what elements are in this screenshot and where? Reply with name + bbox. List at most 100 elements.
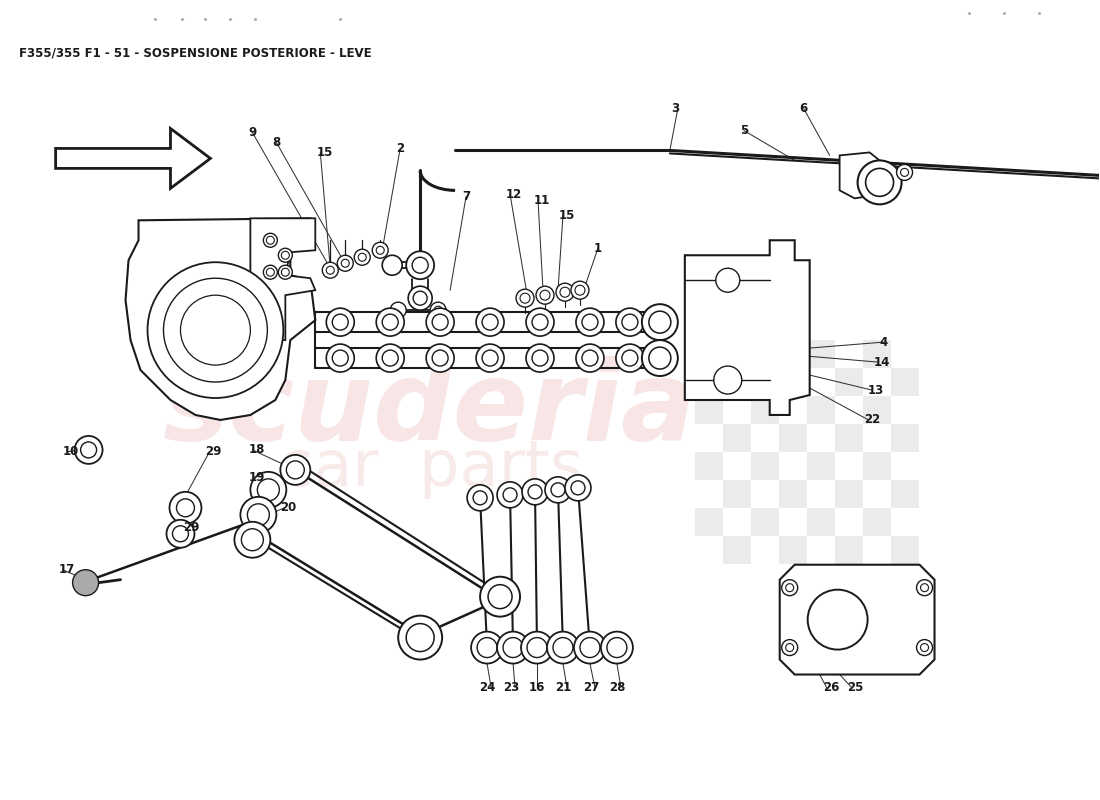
Text: F355/355 F1 - 51 - SOSPENSIONE POSTERIORE - LEVE: F355/355 F1 - 51 - SOSPENSIONE POSTERIOR…: [19, 46, 372, 59]
Circle shape: [714, 366, 741, 394]
Circle shape: [565, 475, 591, 501]
Circle shape: [398, 616, 442, 659]
Circle shape: [621, 314, 638, 330]
Bar: [779, 368, 806, 396]
Circle shape: [544, 477, 571, 503]
Circle shape: [266, 268, 274, 276]
Bar: [806, 452, 835, 480]
Circle shape: [322, 262, 339, 278]
Circle shape: [482, 314, 498, 330]
Circle shape: [434, 306, 442, 314]
Polygon shape: [780, 565, 935, 674]
Circle shape: [516, 289, 534, 307]
Bar: [835, 536, 862, 564]
Text: 13: 13: [868, 383, 883, 397]
Circle shape: [858, 161, 902, 204]
Text: 15: 15: [559, 209, 575, 222]
Circle shape: [376, 308, 404, 336]
Bar: [835, 424, 862, 452]
Circle shape: [341, 259, 350, 267]
Bar: [891, 368, 918, 396]
Text: 26: 26: [823, 681, 839, 694]
Circle shape: [471, 631, 503, 663]
Circle shape: [382, 255, 403, 275]
Circle shape: [263, 266, 277, 279]
Text: scuderia: scuderia: [163, 357, 697, 463]
Circle shape: [473, 491, 487, 505]
Circle shape: [716, 268, 740, 292]
Text: 11: 11: [534, 194, 550, 207]
Bar: [723, 368, 750, 396]
Circle shape: [408, 286, 432, 310]
Circle shape: [338, 255, 353, 271]
Bar: [695, 340, 723, 368]
Circle shape: [551, 483, 565, 497]
Polygon shape: [251, 218, 316, 340]
Circle shape: [575, 285, 585, 295]
Circle shape: [649, 311, 671, 333]
Circle shape: [896, 165, 913, 180]
Circle shape: [173, 526, 188, 542]
Text: 7: 7: [462, 190, 470, 203]
Bar: [750, 340, 779, 368]
Text: 21: 21: [554, 681, 571, 694]
Circle shape: [412, 258, 428, 274]
Bar: [806, 396, 835, 424]
Text: 14: 14: [873, 355, 890, 369]
Circle shape: [432, 314, 448, 330]
Text: 16: 16: [529, 681, 546, 694]
Circle shape: [176, 499, 195, 517]
Circle shape: [166, 520, 195, 548]
Circle shape: [426, 344, 454, 372]
Circle shape: [580, 638, 600, 658]
Circle shape: [782, 580, 797, 596]
Circle shape: [327, 266, 334, 274]
Circle shape: [241, 497, 276, 533]
Circle shape: [901, 169, 909, 176]
Circle shape: [553, 638, 573, 658]
Circle shape: [430, 302, 447, 318]
Circle shape: [571, 282, 588, 299]
Circle shape: [488, 585, 512, 609]
Circle shape: [574, 631, 606, 663]
Circle shape: [426, 308, 454, 336]
Circle shape: [576, 308, 604, 336]
Polygon shape: [839, 153, 880, 198]
Circle shape: [921, 643, 928, 651]
Bar: [695, 452, 723, 480]
Text: 6: 6: [800, 102, 807, 115]
Circle shape: [332, 350, 349, 366]
Circle shape: [406, 251, 434, 279]
Text: 23: 23: [503, 681, 519, 694]
Circle shape: [785, 584, 794, 592]
Circle shape: [916, 639, 933, 655]
Circle shape: [327, 344, 354, 372]
Circle shape: [248, 504, 270, 526]
Text: 12: 12: [506, 188, 522, 201]
Circle shape: [278, 266, 293, 279]
Bar: [862, 340, 891, 368]
Circle shape: [80, 442, 97, 458]
Text: 2: 2: [396, 142, 405, 155]
Circle shape: [251, 472, 286, 508]
Circle shape: [642, 340, 678, 376]
Circle shape: [528, 485, 542, 499]
Circle shape: [582, 350, 598, 366]
Text: 22: 22: [865, 414, 881, 426]
Circle shape: [286, 461, 305, 479]
Circle shape: [263, 234, 277, 247]
Circle shape: [522, 479, 548, 505]
Circle shape: [527, 638, 547, 658]
Circle shape: [468, 485, 493, 511]
Text: 5: 5: [740, 124, 748, 137]
Circle shape: [476, 308, 504, 336]
Text: 18: 18: [249, 443, 265, 457]
Bar: [695, 508, 723, 536]
Bar: [779, 536, 806, 564]
Polygon shape: [125, 218, 316, 420]
Circle shape: [278, 248, 293, 262]
Bar: [806, 508, 835, 536]
Circle shape: [621, 350, 638, 366]
Bar: [695, 396, 723, 424]
Circle shape: [576, 344, 604, 372]
